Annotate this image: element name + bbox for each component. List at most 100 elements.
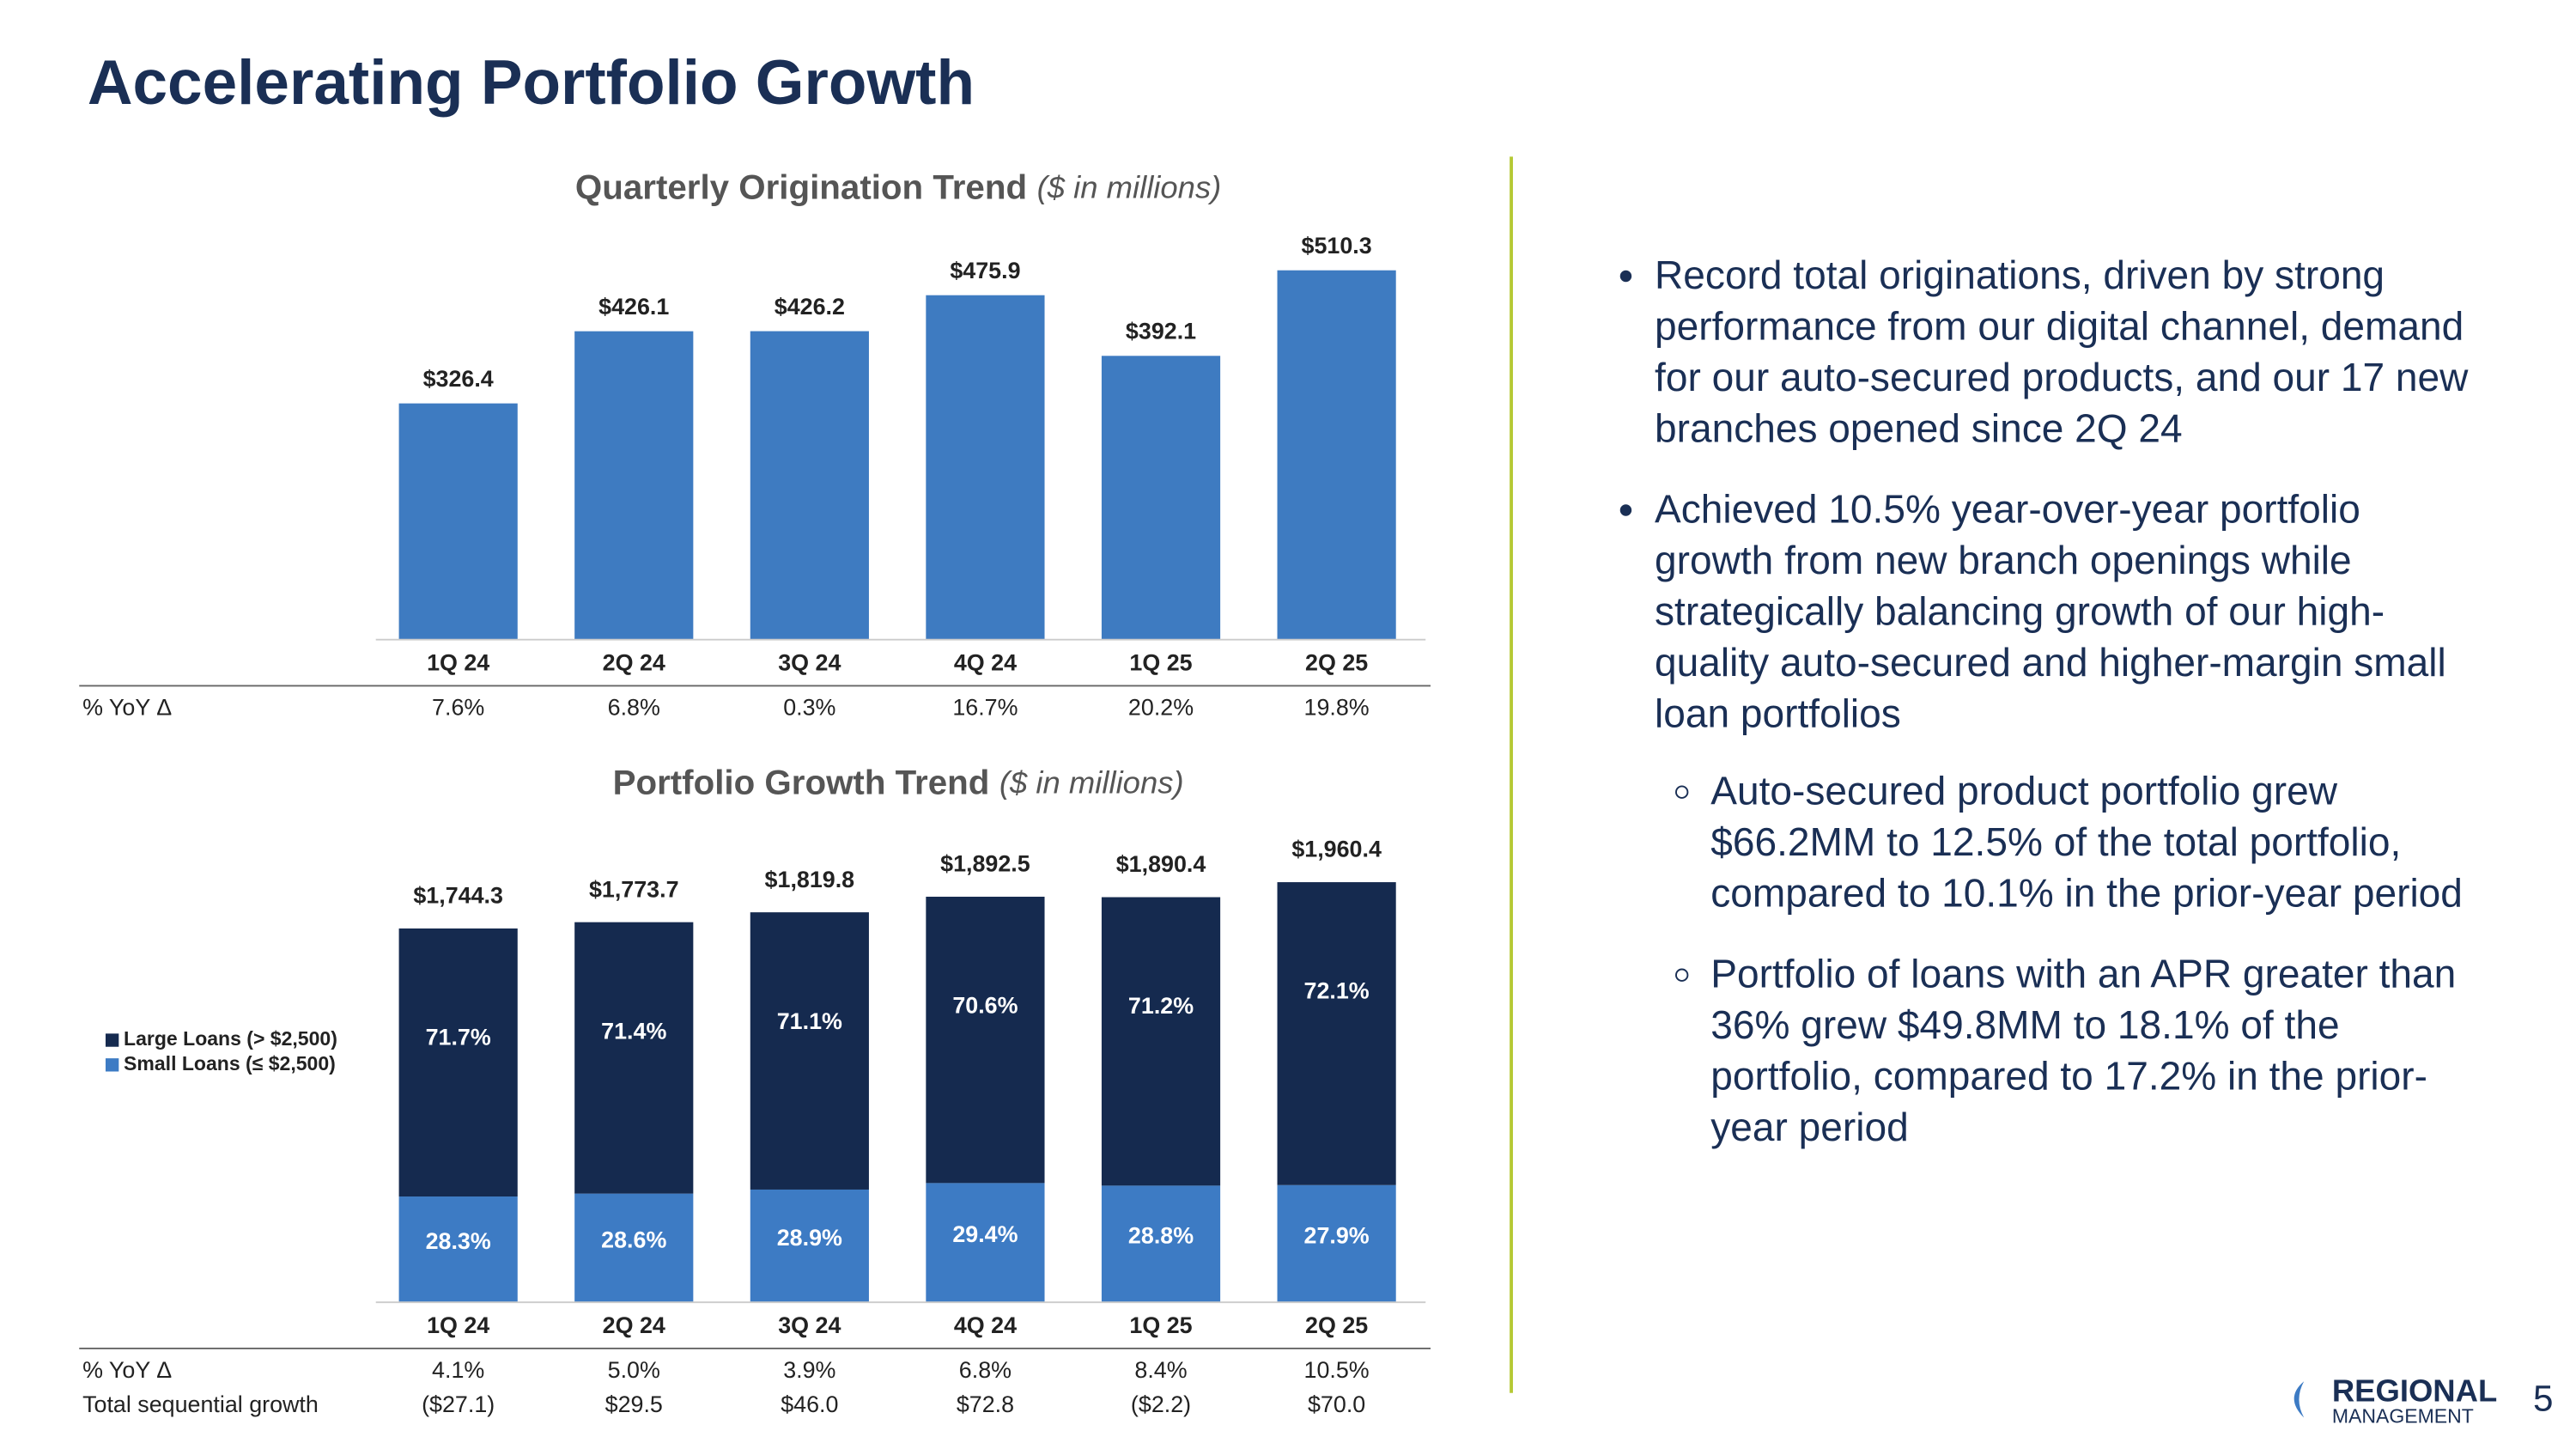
row-value: $70.0 <box>1308 1391 1365 1417</box>
legend-swatch <box>105 1058 119 1072</box>
x-tick-label: 2Q 24 <box>603 650 665 676</box>
x-tick-label: 4Q 24 <box>954 1312 1017 1338</box>
bar-segment <box>398 928 518 1197</box>
row-value: $46.0 <box>781 1391 838 1417</box>
row-value: 4.1% <box>432 1357 484 1383</box>
bullet: Record total originations, driven by str… <box>1655 251 2488 455</box>
row-value: ($2.2) <box>1131 1391 1191 1417</box>
value-label: $475.9 <box>950 258 1020 283</box>
bar-segment <box>1101 897 1221 1186</box>
logo: REGIONAL MANAGEMENT <box>2293 1373 2497 1428</box>
legend-swatch <box>105 1033 119 1047</box>
x-tick-label: 1Q 25 <box>1129 1312 1192 1338</box>
bar-segment <box>1277 882 1396 1185</box>
bar-segment <box>1277 1184 1396 1303</box>
row-label: % YoY Δ <box>82 1357 172 1383</box>
segment-label: 28.6% <box>601 1227 666 1252</box>
bar-segment <box>926 1183 1045 1303</box>
chart-subtitle: ($ in millions) <box>999 764 1184 800</box>
bullet-text: Record total originations, driven by str… <box>1655 253 2469 452</box>
x-tick-label: 1Q 24 <box>427 1312 489 1338</box>
x-tick-label: 2Q 24 <box>603 1312 665 1338</box>
value-label: $326.4 <box>423 366 494 392</box>
row-value: 7.6% <box>432 694 484 720</box>
logo-mark <box>2293 1381 2305 1418</box>
total-label: $1,744.3 <box>413 883 503 909</box>
total-label: $1,773.7 <box>589 876 679 902</box>
bar <box>574 331 694 640</box>
bar-segment <box>1101 1185 1221 1303</box>
x-tick-label: 3Q 24 <box>778 1312 841 1338</box>
total-label: $1,890.4 <box>1116 851 1206 877</box>
bar-segment <box>574 1193 694 1303</box>
logo-line2: MANAGEMENT <box>2332 1405 2474 1428</box>
x-tick-label: 2Q 25 <box>1305 650 1368 676</box>
sub-bullet: Auto-secured product portfolio grew $66.… <box>1710 766 2488 919</box>
segment-label: 70.6% <box>952 993 1018 1019</box>
bullet: Achieved 10.5% year-over-year portfolio … <box>1655 484 2488 1154</box>
segment-label: 72.1% <box>1304 978 1370 1004</box>
bar <box>398 403 518 640</box>
x-tick-label: 1Q 25 <box>1129 650 1192 676</box>
row-value: 6.8% <box>608 694 660 720</box>
value-label: $392.1 <box>1126 319 1196 344</box>
x-tick-label: 1Q 24 <box>427 650 489 676</box>
bullet-list: Record total originations, driven by str… <box>1599 251 2488 1154</box>
bar <box>1277 270 1396 640</box>
value-label: $426.2 <box>775 294 845 320</box>
bar-segment <box>750 912 869 1190</box>
x-tick-label: 2Q 25 <box>1305 1312 1368 1338</box>
row-value: 8.4% <box>1134 1357 1187 1383</box>
row-value: 20.2% <box>1128 694 1194 720</box>
bar <box>750 331 869 640</box>
legend-label: Large Loans (> $2,500) <box>124 1027 337 1050</box>
chart-title-main: Quarterly Origination Trend <box>575 167 1027 206</box>
row-value: 0.3% <box>783 694 835 720</box>
x-tick-label: 3Q 24 <box>778 650 841 676</box>
segment-label: 27.9% <box>1304 1222 1370 1248</box>
row-label: Total sequential growth <box>82 1391 319 1417</box>
row-value: 5.0% <box>608 1357 660 1383</box>
row-value: 6.8% <box>959 1357 1012 1383</box>
row-value: 19.8% <box>1304 694 1370 720</box>
slide-title: Accelerating Portfolio Growth <box>88 48 975 118</box>
row-value: $29.5 <box>605 1391 663 1417</box>
chart-subtitle: ($ in millions) <box>1037 169 1222 204</box>
legend-label: Small Loans (≤ $2,500) <box>124 1052 336 1075</box>
bar-segment <box>926 897 1045 1184</box>
bar <box>926 295 1045 640</box>
bar-segment <box>398 1196 518 1303</box>
total-label: $1,960.4 <box>1291 837 1382 862</box>
segment-label: 71.4% <box>601 1018 666 1044</box>
logo-line1: REGIONAL <box>2332 1373 2497 1408</box>
bar-segment <box>574 922 694 1194</box>
row-value: $72.8 <box>957 1391 1014 1417</box>
value-label: $510.3 <box>1302 233 1372 259</box>
segment-label: 28.9% <box>777 1225 842 1251</box>
total-label: $1,819.8 <box>765 867 855 892</box>
bullets: Record total originations, driven by str… <box>1599 251 2488 1154</box>
bar-segment <box>750 1189 869 1303</box>
chart-title: Quarterly Origination Trend ($ in million… <box>575 167 1221 206</box>
segment-label: 28.8% <box>1128 1223 1194 1249</box>
row-value: 3.9% <box>783 1357 835 1383</box>
row-value: ($27.1) <box>422 1391 495 1417</box>
page-number: 5 <box>2533 1378 2553 1418</box>
bullets-box: Record total originations, driven by str… <box>1599 251 2488 1322</box>
value-label: $426.1 <box>598 294 669 320</box>
chart-title-main: Portfolio Growth Trend <box>613 763 990 801</box>
bullet-text: Achieved 10.5% year-over-year portfolio … <box>1655 488 2446 737</box>
row-value: 16.7% <box>952 694 1018 720</box>
row-label: % YoY Δ <box>82 694 172 720</box>
segment-label: 71.2% <box>1128 993 1194 1019</box>
segment-label: 28.3% <box>426 1228 491 1254</box>
segment-label: 71.7% <box>426 1025 491 1050</box>
sub-bullet: Portfolio of loans with an APR greater t… <box>1710 949 2488 1154</box>
segment-label: 71.1% <box>777 1008 842 1034</box>
sub-list: Auto-secured product portfolio grew $66.… <box>1655 766 2488 1154</box>
chart-title: Portfolio Growth Trend ($ in millions) <box>613 763 1184 801</box>
x-tick-label: 4Q 24 <box>954 650 1017 676</box>
bar <box>1101 356 1221 640</box>
segment-label: 29.4% <box>952 1221 1018 1247</box>
